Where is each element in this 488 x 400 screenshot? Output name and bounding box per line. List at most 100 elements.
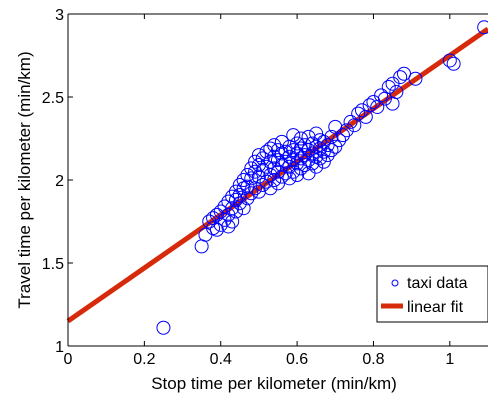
legend-marker-taxi-data (391, 279, 399, 287)
data-point-80 (293, 131, 308, 146)
data-point-40 (255, 177, 270, 192)
data-point-0 (156, 320, 171, 335)
data-point-27 (240, 191, 255, 206)
data-point-9 (213, 204, 228, 219)
data-point-19 (229, 192, 243, 207)
data-point-129 (477, 20, 488, 35)
data-point-35 (248, 154, 263, 169)
legend: taxi data linear fit (376, 265, 488, 323)
data-point-50 (267, 173, 282, 187)
labels-layer: Stop time per kilometer (min/km) Travel t… (15, 51, 397, 393)
data-point-63 (278, 154, 293, 169)
data-point-76 (290, 136, 305, 151)
data-point-43 (259, 174, 274, 189)
data-point-95 (313, 151, 327, 166)
data-point-109 (339, 123, 354, 138)
data-point-62 (278, 166, 293, 181)
data-point-120 (381, 80, 396, 95)
y-tick-label-0: 1 (55, 339, 64, 356)
data-point-64 (278, 144, 293, 159)
data-point-71 (286, 143, 301, 158)
data-point-39 (251, 148, 266, 163)
x-tick-label-4: 0.8 (362, 351, 384, 368)
data-point-21 (232, 196, 247, 211)
data-point-61 (274, 134, 289, 149)
data-point-81 (297, 158, 312, 173)
data-point-87 (301, 129, 316, 144)
legend-box (376, 265, 488, 323)
data-point-94 (309, 126, 324, 141)
data-point-82 (297, 148, 312, 163)
x-tick-label-3: 0.6 (286, 351, 308, 368)
data-point-77 (293, 161, 308, 176)
data-point-99 (316, 144, 331, 159)
data-point-89 (305, 146, 320, 161)
data-point-79 (293, 141, 308, 156)
data-point-73 (290, 168, 305, 183)
data-point-22 (232, 187, 247, 202)
data-point-59 (274, 158, 289, 173)
data-point-124 (393, 70, 408, 85)
data-point-74 (290, 156, 305, 171)
data-point-16 (225, 201, 240, 216)
x-tick-label-2: 0.4 (210, 351, 232, 368)
data-point-113 (355, 103, 369, 118)
data-point-65 (282, 171, 297, 186)
data-point-11 (217, 199, 232, 214)
data-point-57 (271, 143, 285, 158)
y-tick-label-4: 3 (55, 7, 64, 24)
legend-label-taxi-data: taxi data (407, 275, 468, 292)
data-point-31 (244, 171, 259, 186)
data-point-78 (293, 151, 308, 166)
data-point-12 (221, 219, 236, 234)
data-point-125 (397, 66, 411, 81)
data-point-52 (267, 149, 282, 164)
data-point-112 (351, 106, 366, 121)
data-point-115 (362, 98, 377, 113)
data-point-108 (335, 128, 350, 143)
data-point-14 (221, 194, 236, 209)
data-point-123 (389, 85, 404, 100)
data-point-83 (297, 138, 312, 153)
points-layer (156, 20, 488, 335)
data-point-56 (271, 153, 285, 168)
data-point-128 (446, 56, 461, 71)
data-point-54 (271, 176, 285, 191)
data-point-91 (309, 159, 324, 174)
data-point-51 (267, 161, 282, 176)
data-point-53 (267, 138, 282, 153)
data-point-29 (240, 168, 255, 183)
data-point-37 (251, 169, 266, 184)
data-point-90 (305, 136, 320, 151)
data-point-42 (255, 151, 270, 166)
x-tick-label-5: 1 (445, 351, 454, 368)
data-point-34 (248, 164, 263, 179)
data-point-98 (316, 154, 331, 169)
data-point-58 (274, 169, 289, 184)
data-point-32 (244, 161, 259, 176)
legend-label-linear-fit: linear fit (407, 299, 464, 316)
data-point-101 (320, 148, 335, 163)
data-point-100 (316, 134, 331, 149)
data-point-126 (408, 71, 423, 86)
data-point-36 (251, 184, 266, 199)
data-point-88 (305, 156, 320, 171)
data-point-104 (324, 129, 339, 144)
data-point-28 (240, 179, 255, 194)
y-tick-label-1: 1.5 (42, 256, 64, 273)
data-point-44 (259, 159, 274, 174)
y-axis-label: Travel time per kilometer (min/km) (15, 51, 34, 308)
data-point-106 (328, 119, 343, 134)
data-point-70 (286, 153, 301, 168)
data-point-69 (286, 164, 301, 179)
data-point-7 (209, 207, 224, 222)
y-tick-label-2: 2 (55, 173, 64, 190)
data-point-110 (343, 114, 358, 129)
data-point-38 (251, 158, 266, 173)
x-tick-label-1: 0.2 (133, 351, 155, 368)
x-tick-label-0: 0 (64, 351, 73, 368)
data-point-26 (236, 173, 251, 187)
x-axis-label: Stop time per kilometer (min/km) (151, 374, 397, 393)
